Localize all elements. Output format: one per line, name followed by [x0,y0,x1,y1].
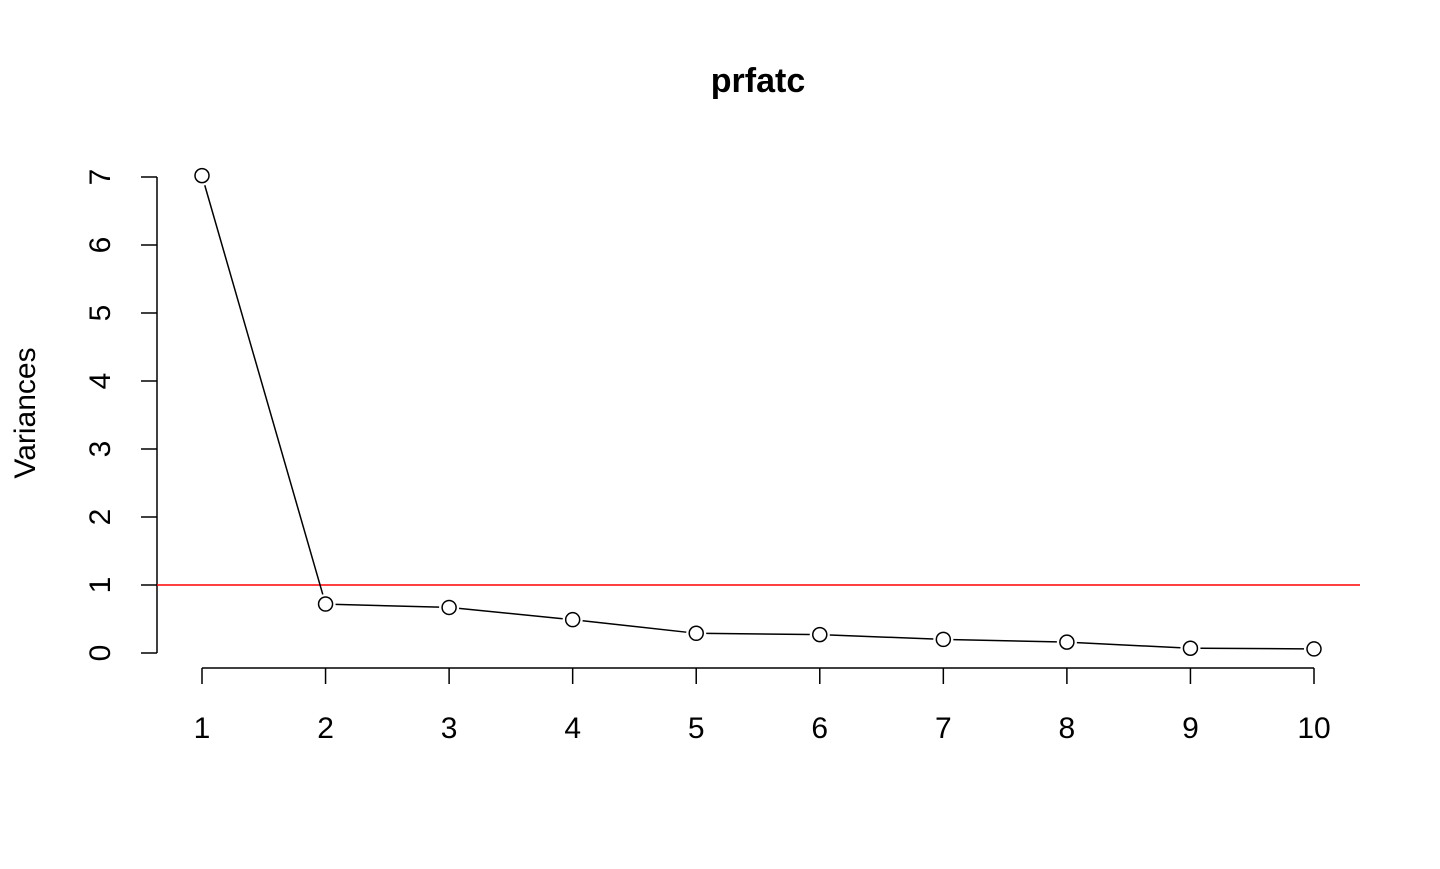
data-point [935,631,952,648]
data-point [564,611,581,628]
series-line-segment [1200,647,1305,650]
data-point [441,599,457,616]
y-tick-label: 4 [84,373,117,390]
x-tick-label: 7 [935,712,952,745]
x-axis: 1 2 3 4 5 6 7 8 9 10 [194,667,1331,745]
chart-title: prfatc [711,62,805,100]
series-group [194,167,1322,657]
series-line-segment [335,603,440,608]
data-point [194,167,210,184]
series-line-segment [953,638,1057,643]
y-axis-label: Variances [9,347,42,478]
y-tick-label: 7 [84,169,117,186]
x-tick-label: 6 [811,712,828,745]
data-point [812,626,828,643]
data-point [688,625,704,642]
series-line-segment [204,185,324,595]
data-point [1059,634,1075,650]
series-line-segment [706,632,810,636]
series-line-segment [582,620,687,633]
x-tick-label: 2 [317,712,334,745]
y-axis: 0 1 2 3 4 5 6 7 [84,169,158,662]
data-point [317,596,334,612]
y-tick-label: 1 [84,577,117,594]
x-tick-label: 3 [441,712,458,745]
series-line-segment [458,607,563,620]
x-tick-label: 8 [1059,712,1076,745]
y-tick-label: 6 [84,237,117,254]
series-line-segment [1076,641,1181,649]
x-tick-label: 10 [1297,712,1330,745]
data-point [1182,640,1199,656]
y-tick-label: 5 [84,305,117,322]
y-tick-label: 2 [84,509,117,526]
series-line-segment [829,634,934,640]
x-tick-label: 1 [194,712,211,745]
x-tick-label: 5 [688,712,705,745]
y-tick-label: 3 [84,441,117,458]
x-tick-label: 9 [1182,712,1199,745]
x-tick-label: 4 [564,712,581,745]
y-tick-label: 0 [84,645,117,662]
data-point [1306,641,1322,657]
